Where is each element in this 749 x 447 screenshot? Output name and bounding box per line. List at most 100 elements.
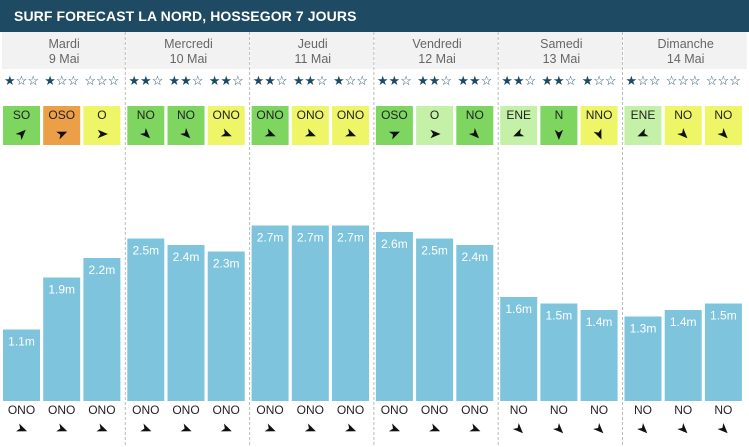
swell-arrow-icon [220, 423, 232, 432]
wind-direction-label: NO [137, 108, 155, 122]
swell-direction-label: ONO [132, 403, 159, 417]
wind-direction-label: SO [13, 108, 30, 122]
wind-box [375, 106, 413, 145]
day-name: Dimanche [658, 37, 714, 51]
swell-direction-label: ONO [461, 403, 488, 417]
wave-height-label: 1.4m [670, 315, 697, 329]
wind-direction-label: ONO [337, 108, 364, 122]
wind-arrow-icon [468, 128, 480, 139]
wind-direction-label: NO [466, 108, 484, 122]
day-date: 12 Mai [418, 52, 456, 66]
day-name: Jeudi [298, 37, 328, 51]
wave-height-bar [291, 225, 329, 401]
day-date: 14 Mai [667, 52, 705, 66]
wave-height-bar [251, 225, 289, 401]
wind-box [416, 106, 454, 145]
swell-direction-label: ONO [172, 403, 199, 417]
wind-arrow-icon [345, 128, 357, 137]
swell-direction-label: NO [590, 403, 608, 417]
wave-height-bar [167, 245, 205, 401]
wave-height-bar [3, 329, 40, 401]
swell-arrow-icon [512, 423, 523, 434]
swell-direction-label: ONO [256, 403, 283, 417]
wind-box [332, 106, 369, 145]
swell-arrow-icon [593, 423, 604, 434]
wind-box [291, 106, 329, 145]
rating-stars: ★★☆ [501, 73, 536, 88]
wind-box [207, 106, 245, 145]
wind-box [167, 106, 205, 145]
swell-direction-label: ONO [48, 403, 75, 417]
wind-arrow-icon [56, 131, 68, 140]
wind-arrow-icon [180, 128, 191, 139]
swell-arrow-icon [429, 423, 441, 432]
wave-height-bar [704, 303, 742, 401]
wave-height-label: 1.6m [505, 302, 532, 316]
swell-direction-label: ONO [381, 403, 408, 417]
swell-arrow-icon [304, 423, 316, 432]
day-header-bg [2, 32, 126, 69]
wave-height-label: 2.4m [461, 250, 488, 264]
wave-height-bar [500, 297, 538, 401]
wave-height-bar [456, 245, 494, 401]
swell-direction-label: NO [714, 403, 732, 417]
swell-arrow-icon [264, 423, 276, 432]
rating-stars: ★★☆ [169, 73, 204, 88]
wind-arrow-icon [97, 129, 108, 139]
wind-direction-label: ONO [297, 108, 324, 122]
wave-height-label: 1.5m [546, 309, 573, 323]
swell-arrow-icon [96, 423, 108, 432]
wind-arrow-icon [677, 128, 688, 139]
rating-stars: ★★☆ [209, 73, 244, 88]
swell-arrow-icon [637, 423, 648, 434]
rating-stars: ☆☆☆ [706, 73, 741, 88]
wave-height-label: 1.4m [586, 315, 613, 329]
swell-direction-label: NO [510, 403, 528, 417]
wind-arrow-icon [139, 128, 151, 139]
rating-stars: ★☆☆ [44, 73, 79, 88]
wave-height-label: 2.5m [421, 244, 448, 258]
swell-arrow-icon [140, 423, 152, 432]
rating-stars: ★★☆ [128, 73, 163, 88]
day-header-bg [126, 32, 250, 69]
wind-arrow-icon [637, 128, 649, 137]
day-header-bg [374, 32, 499, 69]
swell-direction-label: NO [550, 403, 568, 417]
day-date: 11 Mai [294, 52, 331, 66]
rating-stars: ★☆☆ [333, 73, 368, 88]
swell-direction-label: ONO [8, 403, 35, 417]
swell-arrow-icon [552, 423, 564, 434]
swell-direction-label: ONO [297, 403, 324, 417]
wind-arrow-icon [430, 129, 441, 139]
wind-direction-label: O [430, 108, 439, 122]
wave-height-bar [332, 225, 369, 401]
wave-height-label: 2.3m [213, 257, 240, 271]
wind-arrow-icon [388, 131, 400, 140]
wind-arrow-icon [717, 128, 728, 139]
wind-arrow-icon [513, 128, 525, 137]
day-date: 9 Mai [49, 52, 80, 66]
swell-arrow-icon [180, 423, 192, 432]
swell-arrow-icon [717, 423, 728, 434]
day-name: Mercredi [164, 37, 213, 51]
page-title: SURF FORECAST LA NORD, HOSSEGOR 7 JOURS [14, 8, 357, 24]
rating-stars: ★★☆ [417, 73, 452, 88]
day-name: Vendredi [412, 37, 461, 51]
wind-arrow-icon [264, 128, 276, 137]
wave-height-label: 2.4m [173, 250, 200, 264]
wind-box [127, 106, 165, 145]
swell-arrow-icon [345, 423, 357, 432]
wave-height-label: 1.3m [630, 322, 657, 336]
wave-height-bar [624, 316, 662, 401]
wind-arrow-icon [554, 129, 564, 140]
wind-direction-label: N [555, 108, 564, 122]
rating-stars: ☆☆☆ [666, 73, 701, 88]
swell-direction-label: NO [674, 403, 692, 417]
wind-box [43, 106, 81, 145]
wave-height-bar [207, 251, 245, 401]
swell-direction-label: ONO [88, 403, 115, 417]
rating-stars: ★★☆ [541, 73, 576, 88]
wave-height-label: 1.9m [48, 283, 75, 297]
wave-height-label: 1.1m [8, 335, 35, 349]
